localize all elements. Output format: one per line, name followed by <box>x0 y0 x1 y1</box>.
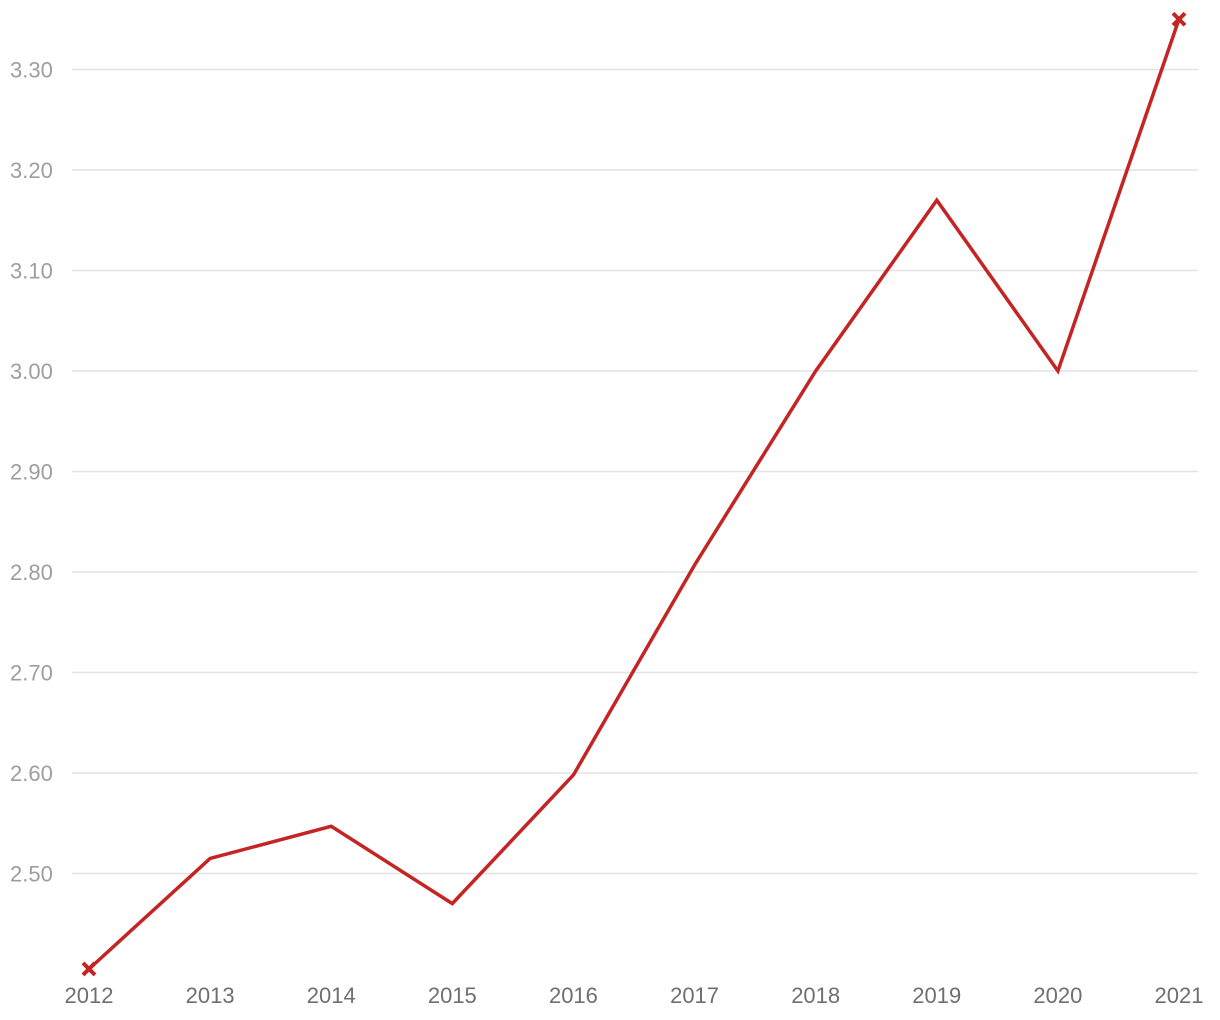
x-tick-label: 2020 <box>1033 983 1082 1008</box>
x-tick-label: 2018 <box>791 983 840 1008</box>
grid-lines <box>72 68 1198 875</box>
y-axis-ticks: 2.50 2.60 2.70 2.80 2.90 3.00 3.10 3.20 3.30 <box>10 58 53 887</box>
y-tick-label: 2.60 <box>10 761 53 786</box>
y-tick-label: 2.50 <box>10 862 53 887</box>
x-tick-label: 2021 <box>1155 983 1204 1008</box>
x-axis-ticks: 2012 2013 2014 2015 2016 2017 2018 2019 2020 2021 <box>65 983 1204 1008</box>
y-tick-label: 3.10 <box>10 259 53 284</box>
x-tick-label: 2014 <box>307 983 356 1008</box>
x-tick-label: 2015 <box>428 983 477 1008</box>
y-tick-label: 2.70 <box>10 661 53 686</box>
x-tick-label: 2013 <box>186 983 235 1008</box>
endpoint-marker <box>1171 11 1187 27</box>
x-tick-label: 2012 <box>65 983 114 1008</box>
y-tick-label: 2.90 <box>10 460 53 485</box>
x-tick-label: 2019 <box>912 983 961 1008</box>
y-tick-label: 3.00 <box>10 359 53 384</box>
y-tick-label: 2.80 <box>10 560 53 585</box>
series-line <box>87 18 1181 971</box>
series-layer <box>81 11 1187 977</box>
x-tick-label: 2016 <box>549 983 598 1008</box>
x-tick-label: 2017 <box>670 983 719 1008</box>
endpoint-marker <box>81 961 97 977</box>
y-tick-label: 3.30 <box>10 58 53 83</box>
y-tick-label: 3.20 <box>10 158 53 183</box>
